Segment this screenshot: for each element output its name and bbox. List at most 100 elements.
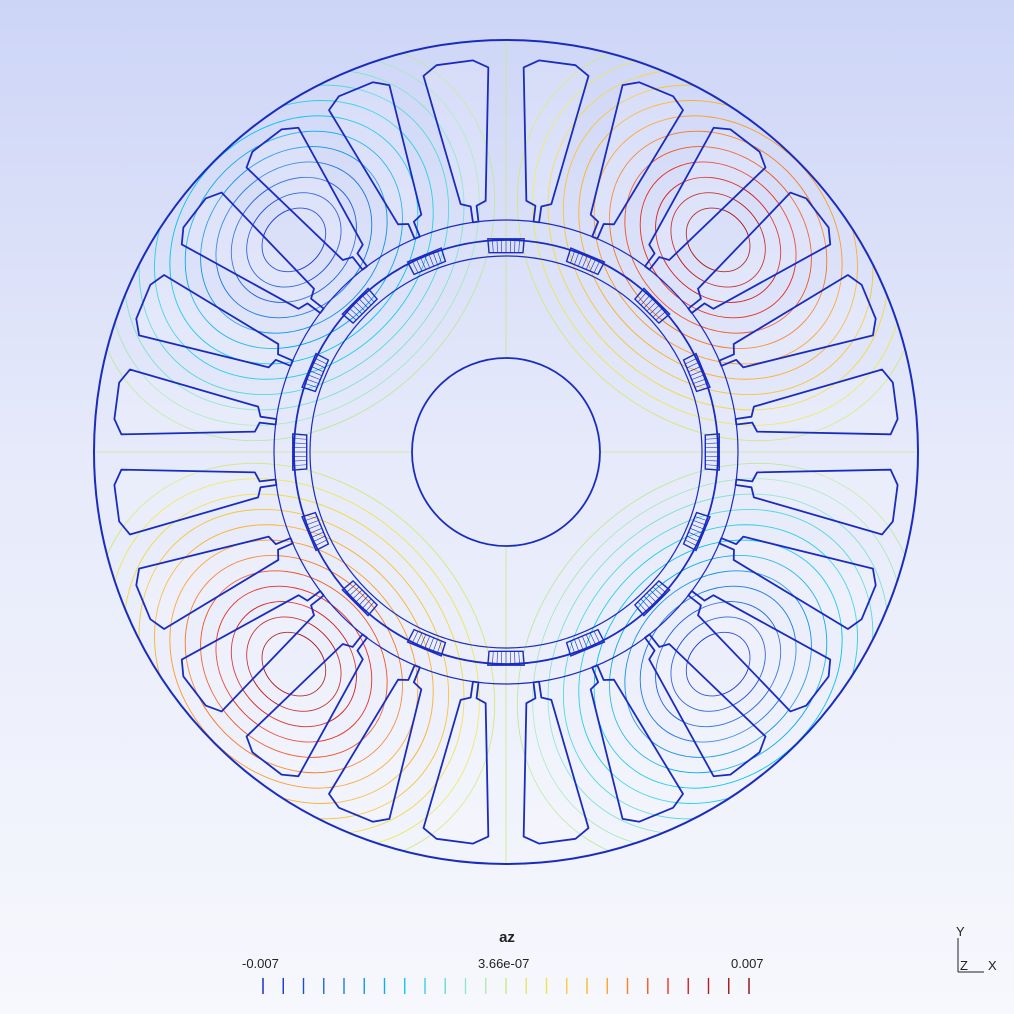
magnet-hatch xyxy=(687,361,701,368)
field-contour-line xyxy=(593,115,843,365)
magnet-hatch xyxy=(423,636,430,650)
magnet-hatch xyxy=(574,250,580,265)
magnet-hatch xyxy=(415,257,422,271)
magnet-hatch xyxy=(644,297,655,308)
magnet-hatch xyxy=(492,238,494,253)
field-contour-line xyxy=(639,585,797,743)
magnet-hatch xyxy=(496,651,498,666)
field-contour-line xyxy=(670,616,766,712)
field-contour-line xyxy=(215,161,373,319)
stator-slot xyxy=(328,664,423,823)
rotor-magnet xyxy=(406,628,447,657)
magnet-hatch xyxy=(428,252,434,266)
magnet-hatch xyxy=(644,596,655,607)
magnet-hatch xyxy=(351,590,362,601)
legend-mid-label: 3.66e-07 xyxy=(478,956,530,971)
magnet-hatch xyxy=(364,601,375,613)
stator-slot xyxy=(522,680,590,845)
magnet-hatch xyxy=(705,438,720,440)
magnet-hatch xyxy=(637,291,648,303)
magnet-hatch xyxy=(436,641,442,655)
magnet-hatch xyxy=(653,587,664,597)
rotor-magnet xyxy=(682,352,711,393)
magnet-hatch xyxy=(593,259,601,273)
stator-slot xyxy=(422,680,490,845)
magnet-hatch xyxy=(313,357,327,365)
field-contour-line xyxy=(624,570,812,758)
magnet-hatch xyxy=(292,438,307,440)
rotor-magnet xyxy=(704,433,720,471)
field-contour-line xyxy=(246,192,342,288)
rotor-magnet xyxy=(487,238,525,254)
stator-slot xyxy=(135,535,294,630)
magnet-hatch xyxy=(415,633,422,647)
magnet-hatch xyxy=(428,638,434,652)
legend-max-label: 0.007 xyxy=(731,956,764,971)
field-contour-line xyxy=(230,176,357,303)
motor-geometry xyxy=(93,39,919,865)
field-contour-line xyxy=(169,539,419,789)
field-contour-line xyxy=(261,631,327,697)
magnet-hatch xyxy=(304,378,319,384)
magnet-hatch xyxy=(593,631,601,645)
magnet-hatch xyxy=(432,250,438,265)
stator-slot xyxy=(644,633,767,778)
rotor-magnet xyxy=(406,247,447,276)
magnet-hatch xyxy=(693,378,708,384)
magnet-hatch xyxy=(306,524,320,530)
magnet-hatch xyxy=(411,259,419,273)
stator-slot xyxy=(180,191,325,314)
field-contour-line xyxy=(685,207,751,273)
magnet-hatch xyxy=(518,238,520,253)
field-contour-line xyxy=(200,570,388,758)
magnet-hatch xyxy=(423,254,430,268)
magnet-hatch xyxy=(348,587,359,597)
magnet-hatch xyxy=(306,374,320,380)
field-contour-line xyxy=(655,601,782,728)
field-contour-line xyxy=(532,478,905,851)
rotor-inner-ring xyxy=(309,255,703,649)
magnet-hatch xyxy=(308,528,322,535)
stator-slot xyxy=(422,59,490,224)
magnet-hatch xyxy=(518,651,520,666)
magnet-hatch xyxy=(309,532,324,539)
magnet-hatch xyxy=(641,294,651,305)
axis-y-label: Y xyxy=(956,924,965,939)
stator-slot xyxy=(687,590,832,713)
shaft-boundary xyxy=(411,357,601,547)
rotor-magnet xyxy=(633,579,671,617)
magnet-hatch xyxy=(705,442,720,444)
magnet-hatch xyxy=(304,520,319,526)
magnet-hatch xyxy=(650,303,661,314)
stator-slot xyxy=(522,59,590,224)
magnet-hatch xyxy=(496,238,498,253)
magnet-hatch xyxy=(354,593,365,604)
stator-slot xyxy=(734,368,899,436)
magnet-hatch xyxy=(705,460,720,462)
stator-slot xyxy=(135,274,294,369)
magnet-hatch xyxy=(690,528,704,535)
magnet-hatch xyxy=(685,539,699,547)
legend-title: az xyxy=(499,929,515,946)
magnet-hatch xyxy=(364,291,375,303)
stator-slot xyxy=(644,126,767,271)
magnet-hatch xyxy=(419,634,426,649)
magnet-hatch xyxy=(653,307,664,317)
magnet-hatch xyxy=(514,238,516,253)
axis-x-label: X xyxy=(988,958,997,973)
legend-min-label: -0.007 xyxy=(242,956,279,971)
rotor-magnet xyxy=(341,287,379,325)
stator-slot xyxy=(245,633,368,778)
stator-bore xyxy=(273,219,739,685)
color-legend xyxy=(262,978,750,994)
magnet-hatch xyxy=(570,641,576,655)
magnet-hatch xyxy=(637,601,648,613)
field-contour-line xyxy=(169,115,419,365)
stator-slot xyxy=(113,368,278,436)
magnet-hatch xyxy=(655,310,667,321)
stator-slot xyxy=(589,81,684,240)
stator-outer-boundary xyxy=(93,39,919,865)
magnet-hatch xyxy=(348,307,359,317)
stator-slot xyxy=(245,126,368,271)
